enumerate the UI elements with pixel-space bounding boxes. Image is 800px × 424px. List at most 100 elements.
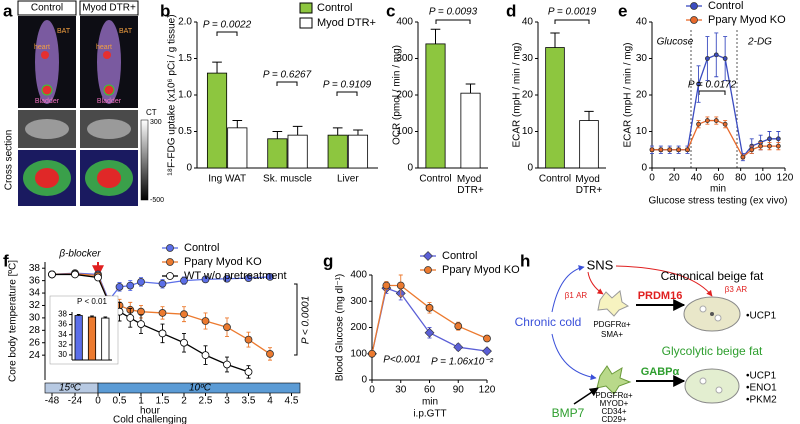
annotation: 15ºC [59, 383, 82, 394]
receptor-label: β3 AR [725, 285, 748, 294]
y-axis-label: ECAR (mpH / min / mg) [512, 42, 523, 147]
bracket [294, 283, 298, 356]
x-axis-label: min [422, 397, 438, 408]
x-tick-label: 1 [138, 396, 144, 407]
progenitor-cell [597, 290, 630, 317]
marker [483, 334, 491, 343]
x-tick-label: 20 [669, 173, 681, 184]
x-tick-label: Myod DTR+ [457, 174, 484, 196]
y-tick-label: 34 [58, 330, 67, 339]
marker [137, 320, 145, 329]
y-tick-label: 24 [29, 350, 41, 361]
label-line: DTR+ [457, 185, 484, 196]
marker-label: SMA+ [601, 330, 623, 339]
legend-label: Control [442, 250, 477, 262]
error-bar [76, 314, 81, 316]
organ-label: heart [96, 44, 112, 51]
x-tick-label: Sk. muscle [263, 174, 312, 185]
column-header-box [17, 0, 77, 16]
annotation: P = 0.0022 [203, 20, 252, 31]
panel-label: a [3, 1, 13, 20]
legend-swatch [299, 2, 313, 14]
marker [696, 81, 701, 87]
error-bar [272, 131, 283, 139]
y-tick-label: 400 [396, 17, 413, 28]
body [97, 20, 121, 104]
gene-label: •ENO1 [746, 383, 777, 394]
y-tick-label: 0 [407, 163, 413, 174]
mitochondrion [710, 312, 714, 316]
marker [382, 281, 391, 290]
colorbar-tick: 300 [150, 119, 162, 126]
x-tick-label: 100 [754, 173, 771, 184]
marker-label: PDGFRα+ [593, 320, 631, 329]
fusion-core [35, 168, 59, 188]
y-tick-label: 0 [361, 375, 367, 386]
subtitle: Glucose stress testing (ex vivo) [649, 196, 788, 207]
x-axis-label: min [710, 184, 726, 195]
arrow [551, 333, 597, 381]
x-tick-label: Ing WAT [208, 174, 246, 185]
y-tick-label: 200 [396, 90, 413, 101]
marker [137, 307, 145, 316]
panel-a: a Control Myod DTR+ heart heart BAT BAT … [3, 0, 164, 206]
y-tick-label: 2.0 [178, 17, 192, 28]
bar [227, 127, 248, 169]
node-label: Chronic cold [515, 315, 582, 329]
y-axis-label: OCR (pmol / min / mg) [392, 45, 403, 145]
marker [758, 143, 764, 149]
y-tick-label: 300 [350, 296, 367, 307]
y-tick-label: 40 [522, 17, 534, 28]
x-tick-label: 40 [691, 173, 703, 184]
marker [453, 342, 464, 353]
y-tick-label: 30 [58, 350, 67, 359]
legend-label: WT w/o pretreatment [184, 270, 287, 282]
legend-swatch [299, 17, 313, 29]
error-bar [584, 110, 594, 121]
marker [649, 147, 655, 153]
marker [368, 349, 376, 358]
y-tick-label: 36 [29, 275, 41, 286]
error-bar [90, 315, 94, 318]
bar [267, 138, 288, 169]
x-tick-label: -24 [68, 396, 83, 407]
gene-label: •UCP1 [746, 311, 777, 322]
marker [713, 118, 719, 123]
y-tick-label: 40 [636, 17, 648, 28]
y-tick-label: 300 [396, 53, 413, 64]
bracket [554, 19, 590, 24]
bar [545, 47, 565, 169]
panel-label: d [506, 1, 516, 20]
y-axis-label: ¹⁸F-FDG uptake (x10⁶ pCi / g tissue) [167, 14, 178, 175]
label-line: Myod [575, 174, 602, 185]
y-tick-label: 38 [29, 263, 41, 274]
gene-label: •PKM2 [746, 395, 777, 406]
bracket [276, 81, 298, 86]
panel-label: h [520, 251, 530, 270]
annotation: P = 0.0093 [429, 7, 478, 18]
x-tick-label: 90 [453, 385, 465, 396]
y-tick-label: 38 [58, 310, 67, 319]
marker [454, 322, 463, 331]
organ-label: BAT [119, 28, 133, 35]
y-tick-label: 400 [350, 270, 367, 281]
series-line [371, 287, 488, 354]
marker [137, 277, 145, 286]
subtitle: Cold challenging [113, 415, 187, 424]
x-tick-label: Control [539, 174, 571, 185]
error-bar [465, 83, 476, 94]
x-tick-label: 0 [369, 385, 375, 396]
marker [266, 273, 274, 281]
error-bar [292, 125, 303, 136]
panel-label: g [323, 251, 333, 270]
lipid-droplet [715, 386, 723, 394]
annotation: P = 0.6267 [263, 70, 312, 81]
annotation: P = 0.9109 [323, 80, 372, 91]
bar [460, 92, 481, 169]
annotation: 10ºC [189, 383, 212, 394]
x-tick-label: 4 [267, 396, 273, 407]
node-label: Glycolytic beige fat [662, 344, 763, 358]
y-tick-label: 32 [58, 340, 67, 349]
x-tick-label: 60 [424, 385, 436, 396]
